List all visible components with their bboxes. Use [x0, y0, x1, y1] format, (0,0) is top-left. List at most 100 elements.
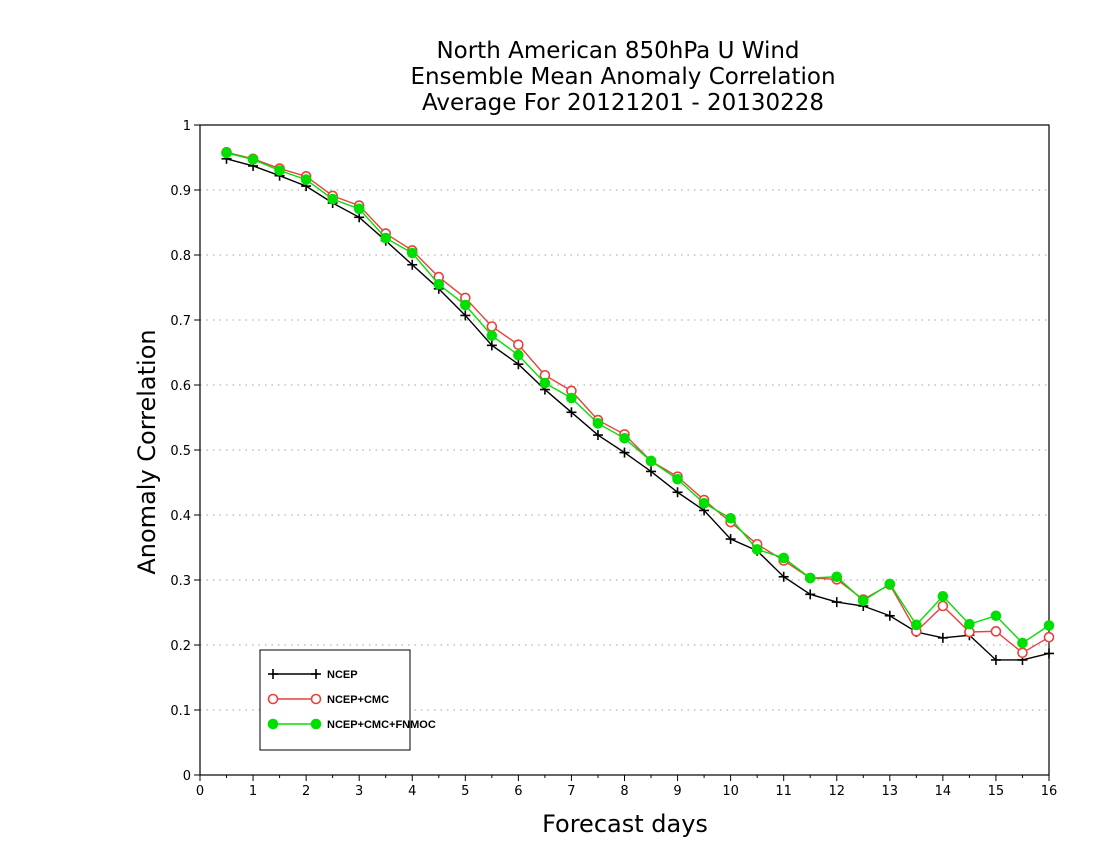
data-point	[937, 600, 949, 612]
data-point	[327, 193, 338, 205]
x-tick-label: 10	[722, 784, 739, 799]
data-point	[937, 590, 949, 602]
series-ncep	[221, 153, 1054, 665]
series-ncep-cmc	[221, 147, 1055, 659]
data-point	[1017, 647, 1028, 659]
data-point	[267, 718, 279, 730]
y-tick-label: 0.4	[170, 509, 191, 524]
y-tick-label: 0.5	[170, 444, 191, 459]
data-point	[433, 278, 445, 290]
x-tick-label: 14	[935, 784, 952, 799]
x-tick-label: 8	[620, 784, 628, 799]
data-point	[353, 203, 365, 215]
legend-label: NCEP	[327, 669, 358, 681]
data-point	[911, 619, 922, 631]
title-line-1: North American 850hPa U Wind	[436, 38, 799, 64]
data-point	[486, 321, 498, 332]
data-point	[1043, 620, 1055, 631]
data-point	[804, 572, 816, 584]
x-tick-label: 7	[567, 784, 575, 799]
data-point	[310, 718, 322, 730]
data-point	[751, 544, 763, 555]
legend-label: NCEP+CMC	[327, 694, 389, 706]
data-point	[698, 498, 710, 509]
axis-ticks: 00.10.20.30.40.50.60.70.80.910 1 2 3 4 5 6 7 8 9 1…	[170, 119, 1057, 799]
legend-box	[259, 649, 411, 751]
data-point	[592, 418, 604, 429]
data-point	[267, 693, 279, 705]
y-tick-label: 0.1	[170, 704, 191, 719]
data-point	[268, 669, 278, 679]
x-tick-label: 4	[408, 784, 416, 799]
data-point	[274, 165, 285, 176]
series-ncep-cmc-fnmoc	[221, 147, 1055, 649]
y-tick-label: 0.6	[170, 379, 191, 394]
y-axis-title: Anomaly Correlation	[133, 329, 161, 574]
x-tick-label: 11	[775, 784, 792, 799]
data-point	[831, 597, 842, 608]
data-point	[513, 349, 524, 361]
data-point	[1017, 637, 1028, 649]
data-point	[619, 433, 630, 444]
chart-title: North American 850hPa U Wind Ensemble Me…	[410, 38, 835, 116]
y-tick-label: 0	[183, 769, 191, 784]
series-layer	[221, 147, 1055, 665]
data-point	[310, 693, 322, 705]
y-tick-label: 0.8	[170, 249, 191, 264]
series-line	[226, 152, 1050, 644]
data-point	[857, 595, 869, 607]
data-point	[831, 571, 843, 583]
data-point	[964, 618, 975, 630]
data-point	[884, 578, 896, 590]
title-line-2: Ensemble Mean Anomaly Correlation	[410, 64, 835, 90]
data-point	[486, 330, 498, 341]
data-point	[486, 340, 497, 351]
x-tick-label: 2	[302, 784, 310, 799]
data-point	[566, 407, 577, 418]
x-tick-label: 3	[355, 784, 363, 799]
data-point	[778, 571, 789, 582]
legend-entry: NCEP	[268, 669, 358, 681]
data-point	[725, 512, 736, 524]
x-axis-title: Forecast days	[542, 810, 708, 838]
data-point	[247, 154, 259, 165]
data-point	[407, 259, 418, 270]
data-point	[311, 669, 321, 679]
y-tick-label: 0.7	[170, 314, 191, 329]
data-point	[645, 455, 657, 467]
legend-entry: NCEP+CMC+FNMOC	[267, 718, 436, 731]
data-point	[460, 310, 471, 321]
x-tick-label: 1	[249, 784, 257, 799]
y-tick-label: 0.9	[170, 184, 191, 199]
data-point	[725, 534, 736, 545]
y-tick-label: 1	[183, 119, 191, 134]
data-point	[990, 626, 1002, 637]
data-point	[884, 610, 895, 621]
data-point	[672, 487, 683, 498]
data-point	[937, 632, 948, 643]
data-point	[566, 392, 577, 404]
data-point	[778, 552, 789, 564]
data-point	[619, 447, 630, 458]
x-tick-label: 6	[514, 784, 522, 799]
legend: NCEP NCEP+CMC NCEP+CMC+FNMOC	[259, 649, 436, 751]
data-point	[805, 589, 816, 600]
x-tick-label: 12	[828, 784, 845, 799]
legend-entry: NCEP+CMC	[267, 693, 389, 706]
data-point	[221, 147, 232, 159]
data-point	[672, 473, 683, 485]
x-tick-label: 9	[673, 784, 681, 799]
data-point	[406, 247, 418, 259]
data-point	[990, 610, 1002, 622]
x-tick-label: 15	[988, 784, 1005, 799]
data-point	[592, 430, 603, 441]
x-tick-label: 16	[1041, 784, 1058, 799]
title-line-3: Average For 20121201 - 20130228	[422, 90, 824, 116]
legend-label: NCEP+CMC+FNMOC	[327, 719, 436, 731]
data-point	[539, 377, 551, 389]
x-tick-label: 13	[882, 784, 899, 799]
data-point	[513, 339, 524, 351]
x-tick-label: 5	[461, 784, 469, 799]
series-line	[226, 158, 1050, 661]
